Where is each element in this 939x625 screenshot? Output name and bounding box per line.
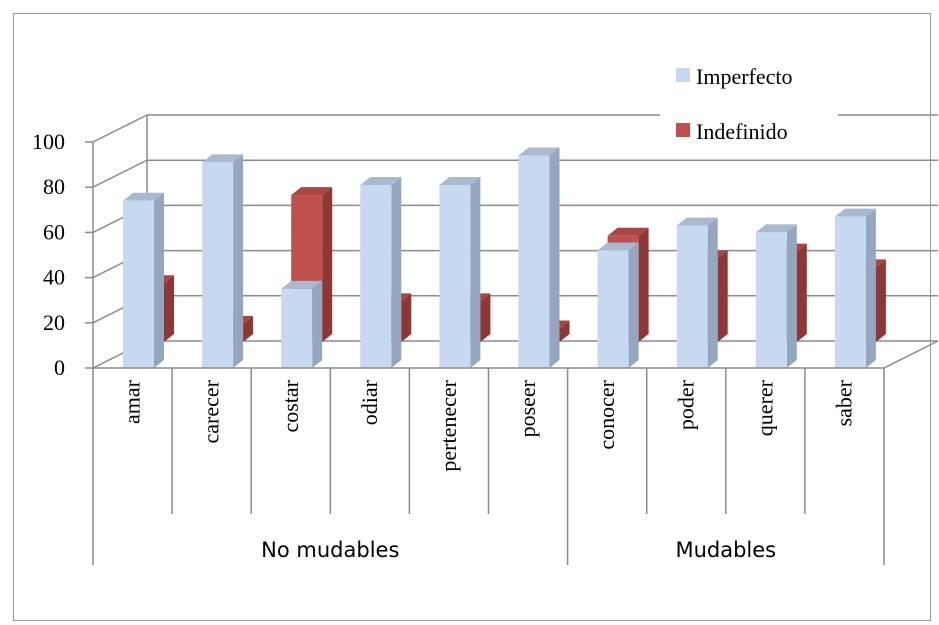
bar-imperfecto-odiar <box>360 176 402 368</box>
category-label: amar <box>120 379 145 424</box>
category-label: costar <box>278 379 303 432</box>
category-label: poder <box>673 379 698 430</box>
bar-imperfecto-pertenecer <box>439 176 481 368</box>
floor-edge <box>883 340 939 369</box>
category-label: pertenecer <box>436 379 461 471</box>
bar-imperfecto-querer <box>755 224 797 368</box>
y-tick-label: 40 <box>43 265 65 290</box>
legend-swatch <box>676 123 690 137</box>
legend-swatch <box>676 68 690 82</box>
bar-imperfecto-conocer <box>597 242 639 368</box>
bar-imperfecto-saber <box>834 208 876 368</box>
group-label: Mudables <box>675 538 776 562</box>
bar-imperfecto-poseer <box>518 147 560 368</box>
y-tick-label: 20 <box>43 310 65 335</box>
legend-label: Indefinido <box>696 119 788 144</box>
side-gridline <box>92 114 148 143</box>
category-label: odiar <box>357 379 382 425</box>
y-tick-label: 80 <box>43 174 65 199</box>
bar-imperfecto-poder <box>676 217 718 368</box>
y-tick-label: 60 <box>43 219 65 244</box>
side-gridline <box>92 159 148 188</box>
category-label: carecer <box>199 379 224 443</box>
category-label: querer <box>752 379 777 436</box>
bar-imperfecto-carecer <box>202 154 244 368</box>
category-label: conocer <box>594 379 619 449</box>
legend-label: Imperfecto <box>696 64 793 89</box>
bar-indefinido-costar <box>291 187 333 342</box>
group-label: No mudables <box>261 538 399 562</box>
y-tick-label: 0 <box>54 355 65 380</box>
bar-imperfecto-costar <box>281 280 323 368</box>
bar-imperfecto-amar <box>123 192 164 368</box>
y-tick-label: 100 <box>32 129 65 154</box>
category-label: saber <box>831 379 856 426</box>
category-label: poseer <box>515 379 540 437</box>
